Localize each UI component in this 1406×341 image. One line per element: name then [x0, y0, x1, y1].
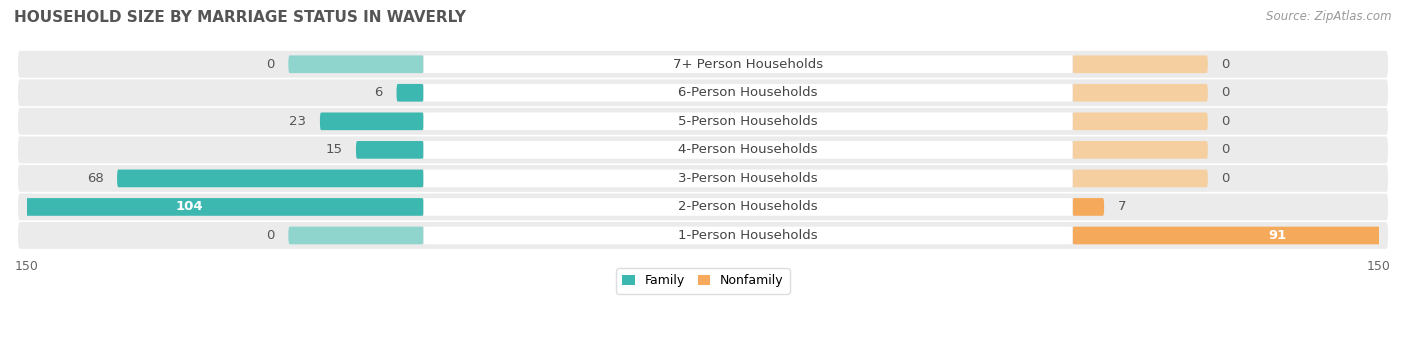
FancyBboxPatch shape — [18, 194, 1388, 220]
Text: 6-Person Households: 6-Person Households — [678, 86, 818, 99]
Text: 0: 0 — [1222, 86, 1230, 99]
FancyBboxPatch shape — [18, 108, 1388, 135]
Text: 91: 91 — [1268, 229, 1286, 242]
FancyBboxPatch shape — [423, 169, 1073, 187]
Text: 15: 15 — [325, 143, 343, 157]
FancyBboxPatch shape — [1073, 227, 1406, 244]
FancyBboxPatch shape — [18, 51, 1388, 78]
FancyBboxPatch shape — [1073, 84, 1208, 102]
FancyBboxPatch shape — [117, 169, 423, 187]
Text: 0: 0 — [1222, 58, 1230, 71]
FancyBboxPatch shape — [288, 227, 423, 244]
Text: 7: 7 — [1118, 201, 1126, 213]
Text: 4-Person Households: 4-Person Households — [678, 143, 818, 157]
Text: 23: 23 — [290, 115, 307, 128]
Text: 5-Person Households: 5-Person Households — [678, 115, 818, 128]
FancyBboxPatch shape — [1073, 141, 1208, 159]
FancyBboxPatch shape — [18, 222, 1388, 249]
Text: 7+ Person Households: 7+ Person Households — [673, 58, 823, 71]
FancyBboxPatch shape — [423, 55, 1073, 73]
Text: 3-Person Households: 3-Person Households — [678, 172, 818, 185]
Text: 0: 0 — [267, 58, 274, 71]
Text: HOUSEHOLD SIZE BY MARRIAGE STATUS IN WAVERLY: HOUSEHOLD SIZE BY MARRIAGE STATUS IN WAV… — [14, 10, 465, 25]
FancyBboxPatch shape — [1073, 198, 1104, 216]
FancyBboxPatch shape — [18, 79, 1388, 106]
FancyBboxPatch shape — [423, 84, 1073, 102]
Text: 104: 104 — [176, 201, 202, 213]
FancyBboxPatch shape — [396, 84, 423, 102]
FancyBboxPatch shape — [18, 165, 1388, 192]
Text: 6: 6 — [374, 86, 382, 99]
FancyBboxPatch shape — [423, 198, 1073, 216]
Text: 0: 0 — [1222, 172, 1230, 185]
FancyBboxPatch shape — [356, 141, 423, 159]
FancyBboxPatch shape — [18, 136, 1388, 163]
Text: 0: 0 — [267, 229, 274, 242]
FancyBboxPatch shape — [1073, 55, 1208, 73]
FancyBboxPatch shape — [1073, 113, 1208, 130]
FancyBboxPatch shape — [1073, 169, 1208, 187]
FancyBboxPatch shape — [288, 55, 423, 73]
FancyBboxPatch shape — [423, 141, 1073, 159]
Legend: Family, Nonfamily: Family, Nonfamily — [616, 268, 790, 294]
Text: 2-Person Households: 2-Person Households — [678, 201, 818, 213]
FancyBboxPatch shape — [321, 113, 423, 130]
Text: 0: 0 — [1222, 115, 1230, 128]
FancyBboxPatch shape — [423, 227, 1073, 244]
Text: 1-Person Households: 1-Person Households — [678, 229, 818, 242]
Text: Source: ZipAtlas.com: Source: ZipAtlas.com — [1267, 10, 1392, 23]
Text: 0: 0 — [1222, 143, 1230, 157]
FancyBboxPatch shape — [0, 198, 423, 216]
FancyBboxPatch shape — [423, 113, 1073, 130]
Text: 68: 68 — [87, 172, 104, 185]
